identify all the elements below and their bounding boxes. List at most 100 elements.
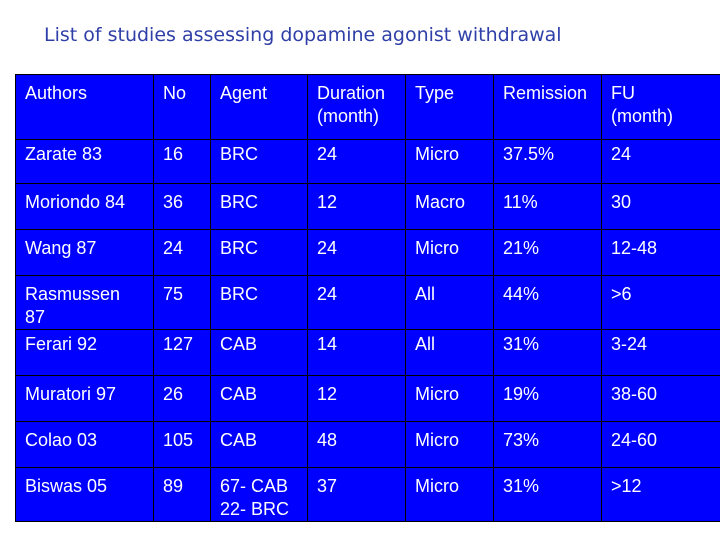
header-followup-text: FU <box>611 83 635 103</box>
cell-agent: BRC <box>210 139 308 184</box>
cell-agent: CAB <box>210 329 308 376</box>
cell-agent: 67- CAB 22- BRC <box>210 467 308 522</box>
table-row: Rasmussen 87 75 BRC 24 All 44% >6 <box>15 275 720 330</box>
header-duration-unit: (month) <box>317 106 380 126</box>
table-row: Colao 03 105 CAB 48 Micro 73% 24-60 <box>15 421 720 468</box>
cell-authors-text: Colao 03 <box>25 430 98 450</box>
cell-agent: CAB <box>210 375 308 422</box>
header-agent-text: Agent <box>220 83 268 103</box>
header-remission-text: Remission <box>503 83 588 103</box>
cell-duration: 24 <box>307 139 406 184</box>
cell-authors: Moriondo 84 <box>15 183 154 230</box>
cell-duration: 12 <box>307 375 406 422</box>
cell-number: 75 <box>153 275 211 330</box>
cell-remission: 31% <box>493 467 602 522</box>
table-header-row: Authors No Agent Duration (month) Type Re… <box>15 74 720 140</box>
header-number-text: No <box>163 83 187 103</box>
cell-agent-text: CAB <box>220 384 258 404</box>
cell-authors: Biswas 05 <box>15 467 154 522</box>
cell-duration: 12 <box>307 183 406 230</box>
cell-type: Micro <box>405 229 494 276</box>
header-agent: Agent <box>210 74 308 140</box>
cell-followup: 3-24 <box>601 329 720 376</box>
cell-followup: 38-60 <box>601 375 720 422</box>
cell-authors-text: Rasmussen <box>25 284 121 304</box>
cell-agent-text: CAB <box>220 430 258 450</box>
cell-type: All <box>405 275 494 330</box>
header-authors: Authors <box>15 74 154 140</box>
cell-number: 24 <box>153 229 211 276</box>
header-number: No <box>153 74 211 140</box>
cell-number: 26 <box>153 375 211 422</box>
cell-authors-text-line2: 87 <box>25 307 46 327</box>
cell-remission: 73% <box>493 421 602 468</box>
cell-type: Micro <box>405 467 494 522</box>
cell-type: All <box>405 329 494 376</box>
header-duration: Duration (month) <box>307 74 406 140</box>
cell-authors: Zarate 83 <box>15 139 154 184</box>
cell-duration: 24 <box>307 229 406 276</box>
cell-type: Micro <box>405 375 494 422</box>
cell-followup: 12-48 <box>601 229 720 276</box>
cell-authors-text: Ferari 92 <box>25 334 98 354</box>
header-type-text: Type <box>415 83 455 103</box>
cell-authors-text: Biswas 05 <box>25 476 108 496</box>
cell-followup: 24 <box>601 139 720 184</box>
table-row: Moriondo 84 36 BRC 12 Macro 11% 30 <box>15 183 720 230</box>
cell-agent: BRC <box>210 275 308 330</box>
header-duration-text: Duration <box>317 83 386 103</box>
cell-duration: 14 <box>307 329 406 376</box>
cell-followup: >6 <box>601 275 720 330</box>
cell-agent-text: BRC <box>220 238 259 258</box>
table-row: Muratori 97 26 CAB 12 Micro 19% 38-60 <box>15 375 720 422</box>
cell-type: Macro <box>405 183 494 230</box>
studies-table: Authors No Agent Duration (month) Type Re… <box>15 74 720 522</box>
cell-remission: 21% <box>493 229 602 276</box>
cell-number: 16 <box>153 139 211 184</box>
cell-duration: 24 <box>307 275 406 330</box>
cell-remission: 37.5% <box>493 139 602 184</box>
header-remission: Remission <box>493 74 602 140</box>
cell-type: Micro <box>405 139 494 184</box>
cell-authors: Ferari 92 <box>15 329 154 376</box>
header-authors-text: Authors <box>25 83 88 103</box>
table-row: Zarate 83 16 BRC 24 Micro 37.5% 24 <box>15 139 720 184</box>
cell-number: 36 <box>153 183 211 230</box>
cell-remission: 19% <box>493 375 602 422</box>
cell-remission: 11% <box>493 183 602 230</box>
cell-remission: 31% <box>493 329 602 376</box>
cell-agent-text: 67- CAB <box>220 476 289 496</box>
cell-authors: Colao 03 <box>15 421 154 468</box>
cell-type: Micro <box>405 421 494 468</box>
cell-authors-text: Wang 87 <box>25 238 97 258</box>
cell-agent: BRC <box>210 229 308 276</box>
cell-followup: 30 <box>601 183 720 230</box>
cell-authors-text: Zarate 83 <box>25 144 103 164</box>
cell-followup: >12 <box>601 467 720 522</box>
header-followup-unit: (month) <box>611 106 674 126</box>
cell-agent-text: BRC <box>220 144 259 164</box>
cell-number: 127 <box>153 329 211 376</box>
cell-authors: Rasmussen 87 <box>15 275 154 330</box>
cell-agent-text: BRC <box>220 284 259 304</box>
cell-followup: 24-60 <box>601 421 720 468</box>
slide-title: List of studies assessing dopamine agoni… <box>44 24 562 46</box>
cell-authors: Wang 87 <box>15 229 154 276</box>
table-row: Wang 87 24 BRC 24 Micro 21% 12-48 <box>15 229 720 276</box>
cell-duration: 48 <box>307 421 406 468</box>
cell-agent: BRC <box>210 183 308 230</box>
cell-authors-text: Moriondo 84 <box>25 192 126 212</box>
cell-remission: 44% <box>493 275 602 330</box>
table-row: Ferari 92 127 CAB 14 All 31% 3-24 <box>15 329 720 376</box>
header-type: Type <box>405 74 494 140</box>
cell-agent-text: CAB <box>220 334 258 354</box>
cell-agent-text-line2: 22- BRC <box>220 499 290 519</box>
table-row: Biswas 05 89 67- CAB 22- BRC 37 Micro 31%… <box>15 467 720 522</box>
cell-agent: CAB <box>210 421 308 468</box>
cell-agent-text: BRC <box>220 192 259 212</box>
cell-number: 105 <box>153 421 211 468</box>
cell-duration: 37 <box>307 467 406 522</box>
cell-authors-text: Muratori 97 <box>25 384 117 404</box>
cell-number: 89 <box>153 467 211 522</box>
header-followup: FU (month) <box>601 74 720 140</box>
